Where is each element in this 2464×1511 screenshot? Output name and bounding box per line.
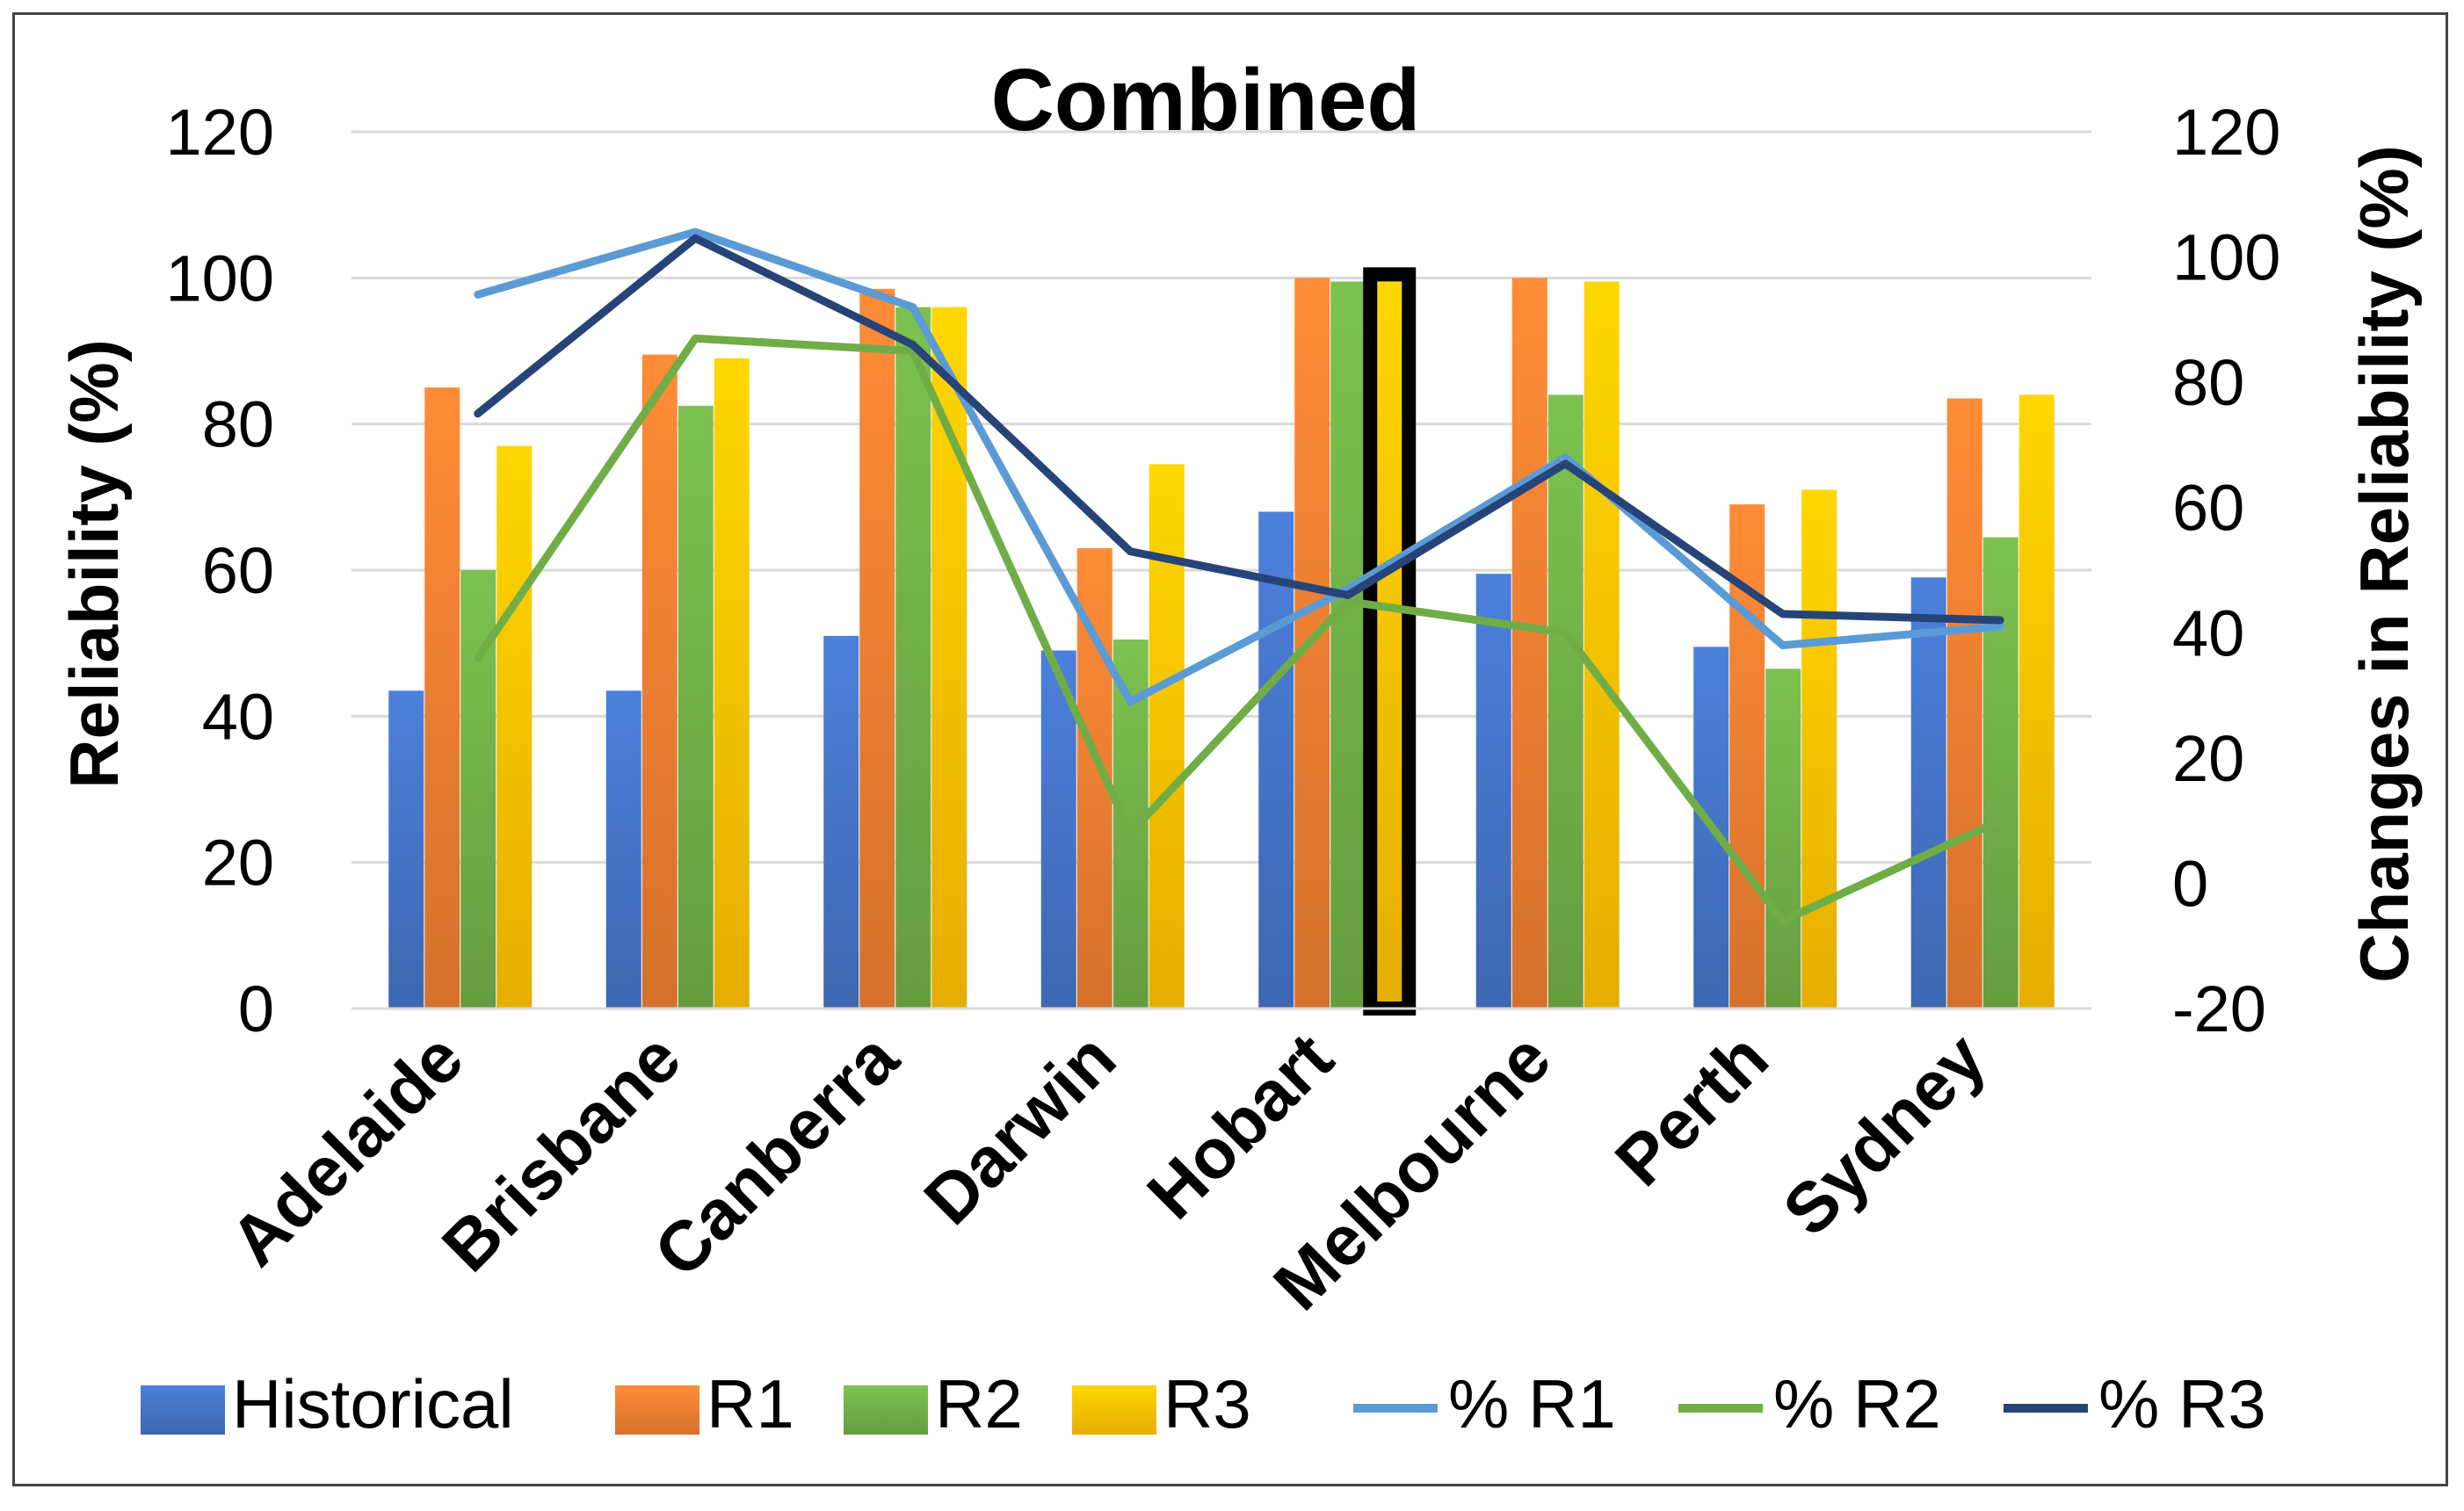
y2-tick-label: 100 xyxy=(2172,221,2280,294)
bar-r2-perth xyxy=(1765,669,1801,1009)
y2-tick-label: 80 xyxy=(2172,346,2244,419)
y-tick-label: 0 xyxy=(238,972,274,1045)
bar-r2-melbourne xyxy=(1547,394,1583,1009)
bar-r1-adelaide xyxy=(424,387,460,1009)
y2-tick-label: 40 xyxy=(2172,596,2244,669)
line--r2 xyxy=(474,334,2004,925)
bar-group xyxy=(388,267,2055,1016)
chart-title: Combined xyxy=(991,51,1421,149)
bar-r2-canberra xyxy=(895,307,931,1009)
bar-historical-sydney xyxy=(1910,577,1946,1009)
y2-tick-label: -20 xyxy=(2172,972,2266,1045)
y-axis-title: Reliability (%) xyxy=(55,339,133,788)
y-tick-label: 40 xyxy=(202,680,274,753)
legend-label-historical: Historical xyxy=(232,1365,514,1442)
bar-r2-hobart xyxy=(1330,281,1366,1009)
legend-swatch-historical xyxy=(141,1385,225,1435)
legend-swatch-r1 xyxy=(615,1385,699,1435)
y2-tick-label: 0 xyxy=(2172,847,2208,920)
bar-r1-brisbane xyxy=(641,354,678,1009)
y-tick-label: 80 xyxy=(202,388,274,461)
y2-tick-label: 120 xyxy=(2172,96,2280,169)
legend-label--r3: % R3 xyxy=(2098,1365,2266,1442)
category-label-sydney: Sydney xyxy=(1768,1018,2001,1251)
legend-label-r1: R1 xyxy=(707,1365,794,1442)
bar-r2-brisbane xyxy=(678,405,714,1009)
legend-label--r1: % R1 xyxy=(1448,1365,1616,1442)
bar-r3-darwin xyxy=(1149,464,1185,1009)
bar-r3-sydney xyxy=(2018,394,2055,1009)
bar-historical-darwin xyxy=(1040,650,1076,1009)
line--r1 xyxy=(474,228,2004,706)
bar-historical-melbourne xyxy=(1475,574,1511,1009)
line-group xyxy=(474,228,2004,925)
bar-r1-melbourne xyxy=(1511,278,1547,1009)
bar-r3-adelaide xyxy=(496,445,533,1009)
bar-r2-sydney xyxy=(1982,537,2018,1009)
y2-tick-label: 20 xyxy=(2172,722,2244,795)
bar-historical-canberra xyxy=(823,635,859,1009)
bar-historical-brisbane xyxy=(605,690,641,1009)
y-tick-label: 20 xyxy=(202,827,274,900)
line--r3 xyxy=(474,234,2004,625)
legend-label-r3: R3 xyxy=(1163,1365,1251,1442)
bar-r1-canberra xyxy=(859,288,895,1009)
bar-r3-melbourne xyxy=(1583,281,1620,1009)
legend: Historical R1 R2 R3 % R1 % R2 % R3 xyxy=(141,1365,2266,1442)
legend-label--r2: % R2 xyxy=(1773,1365,1941,1442)
legend-label-r2: R2 xyxy=(935,1365,1023,1442)
bar-historical-hobart xyxy=(1258,511,1294,1009)
y-tick-label: 100 xyxy=(166,242,274,314)
bar-historical-adelaide xyxy=(388,690,424,1009)
bar-r3-brisbane xyxy=(714,358,750,1009)
y2-tick-label: 60 xyxy=(2172,472,2244,545)
category-label-perth: Perth xyxy=(1600,1018,1783,1201)
legend-swatch-r3 xyxy=(1072,1385,1156,1435)
y2-axis-title: Changes in Reliability (%) xyxy=(2345,145,2423,982)
y-tick-label: 60 xyxy=(202,534,274,607)
bar-r3-perth xyxy=(1801,489,1837,1009)
bar-r1-sydney xyxy=(1946,398,1982,1009)
y-tick-label: 120 xyxy=(166,96,274,169)
category-label-hobart: Hobart xyxy=(1133,1018,1348,1233)
legend-swatch-r2 xyxy=(844,1385,928,1435)
category-label-darwin: Darwin xyxy=(910,1018,1131,1240)
